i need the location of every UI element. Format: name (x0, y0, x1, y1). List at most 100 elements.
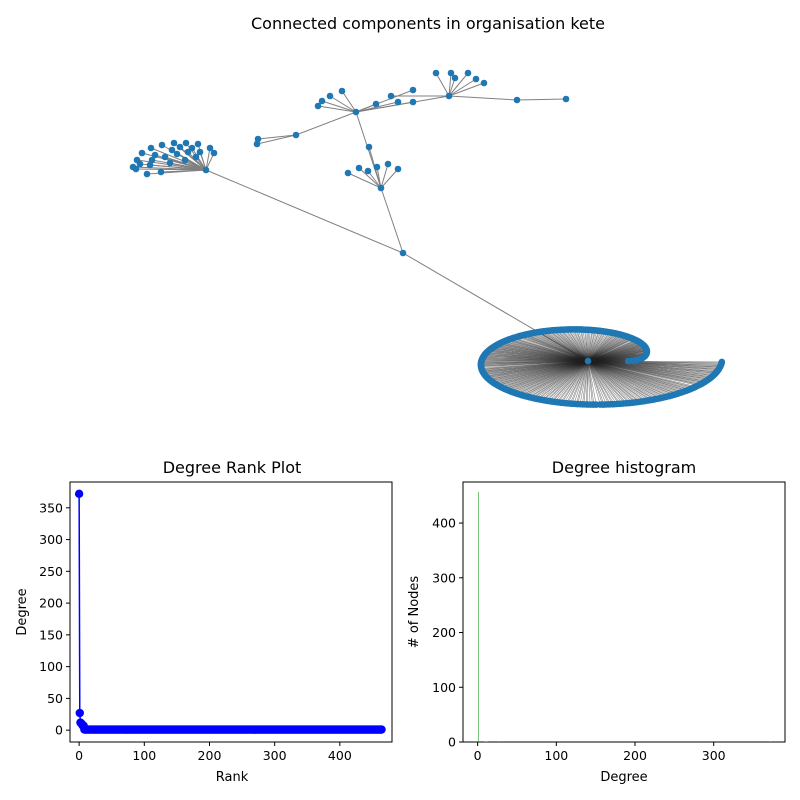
network-edge (435, 72, 450, 97)
network-node (588, 326, 596, 334)
histogram-bars (478, 491, 771, 742)
network-edge (587, 360, 691, 390)
network-edge (486, 352, 589, 362)
network-node (464, 69, 472, 77)
network-node (643, 350, 650, 357)
network-edge (513, 360, 589, 393)
network-edge (329, 95, 357, 113)
network-node (206, 144, 214, 152)
network-edge (205, 169, 404, 254)
network-edge (577, 360, 589, 405)
network-node (210, 149, 218, 157)
network-node (642, 397, 650, 405)
network-edge (317, 105, 357, 113)
network-edge (498, 360, 589, 386)
network-edge (529, 333, 589, 362)
network-node (639, 341, 647, 348)
network-edge (587, 360, 719, 370)
histogram-x-label: Degree (600, 770, 647, 785)
network-node (627, 399, 634, 407)
histogram-y-tick-label: 200 (432, 625, 456, 640)
network-node (355, 164, 363, 172)
network-node (168, 146, 176, 154)
network-edge (150, 147, 207, 171)
network-node (562, 95, 570, 103)
network-edge (540, 331, 589, 362)
histogram-bar (485, 741, 487, 742)
rank-plot-y-tick-label: 150 (39, 627, 63, 642)
rank-plot-series (74, 489, 386, 734)
network-node (158, 141, 166, 149)
network-edge (587, 360, 623, 404)
network-node (365, 143, 373, 151)
histogram-y-tick-label: 0 (448, 735, 456, 750)
network-edge (587, 331, 604, 362)
network-edge (490, 360, 589, 382)
network-edge (448, 95, 518, 101)
network-edge (567, 360, 589, 404)
network-edge (587, 360, 637, 403)
network-edge (484, 360, 589, 375)
network-node (318, 97, 326, 105)
network-edge (355, 101, 414, 113)
network-edge (555, 329, 589, 362)
network-edge (560, 329, 589, 362)
network-node (490, 343, 498, 351)
network-node (136, 160, 144, 168)
network-edge (487, 350, 589, 362)
network-edge (587, 360, 667, 398)
network-edge (587, 360, 591, 405)
network-edge (587, 360, 601, 405)
network-edge (564, 360, 589, 404)
network-edge (587, 360, 676, 395)
network-edge (579, 329, 589, 362)
network-edge (355, 89, 414, 113)
network-edge (587, 330, 595, 362)
network-edge (587, 341, 639, 362)
rank-plot-point (74, 489, 84, 499)
rank-plot-y-tick-label: 0 (55, 723, 63, 738)
network-edge (587, 360, 670, 397)
network-node (674, 390, 682, 397)
network-edge (587, 360, 615, 405)
network-node (624, 333, 631, 341)
network-edge (321, 100, 357, 113)
network-node (352, 108, 360, 116)
network-node (686, 385, 694, 393)
network-edge (347, 172, 382, 189)
histogram-bar (485, 741, 486, 742)
network-node (188, 144, 196, 152)
network-edge (149, 164, 207, 171)
network-node (387, 92, 395, 100)
network-node (519, 331, 526, 339)
network-node (717, 361, 725, 369)
network-edge (493, 360, 589, 383)
network-edge (573, 360, 589, 404)
network-edge (587, 360, 653, 401)
network-node (561, 326, 569, 333)
network-edge (587, 334, 620, 362)
network-edge (169, 162, 207, 171)
network-edge (546, 360, 589, 401)
network-node (409, 86, 417, 94)
network-node (161, 153, 169, 161)
network-edge (575, 329, 589, 362)
rank-plot-y-ticks: 0 50 100 150 200 250 300 350 (39, 500, 70, 738)
histogram-frame (462, 481, 786, 743)
network-node (549, 327, 557, 334)
network-edge (567, 329, 589, 362)
network-node (617, 400, 624, 408)
network-edge (587, 360, 595, 405)
rank-plot-point (377, 725, 386, 734)
network-node (574, 400, 582, 408)
network-edge (587, 360, 641, 402)
network-node (138, 149, 146, 157)
network-edge (587, 360, 662, 399)
network-edge (506, 340, 589, 362)
network-node (634, 338, 642, 345)
network-node (445, 92, 453, 100)
network-edge (529, 360, 589, 398)
network-edge (587, 360, 656, 400)
rank-plot-y-tick-label: 300 (39, 532, 63, 547)
network-edge (543, 360, 589, 401)
